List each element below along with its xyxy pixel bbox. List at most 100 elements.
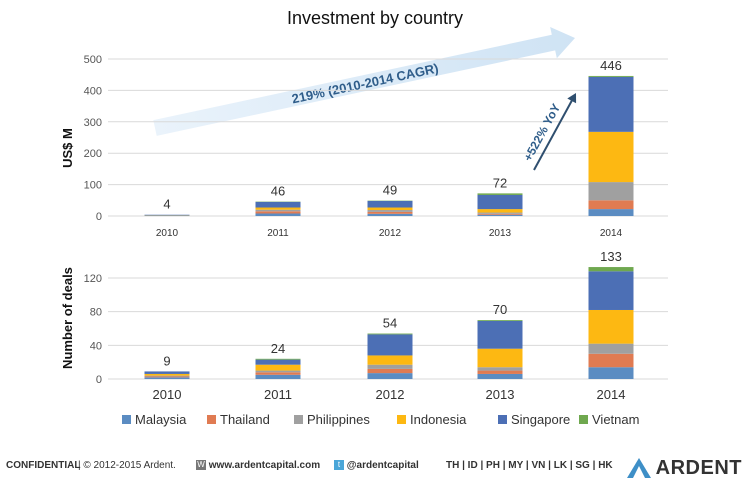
legend-label-malaysia: Malaysia <box>135 412 187 427</box>
copyright-text: | © 2012-2015 Ardent. <box>78 460 176 471</box>
bar-0-2011-singapore <box>255 201 301 208</box>
ytick-label-0-100: 100 <box>84 180 102 192</box>
total-label-0-2011: 46 <box>271 184 285 199</box>
total-label-1-2013: 70 <box>493 302 507 317</box>
bar-0-2011-thailand <box>255 211 301 214</box>
bar-1-2011-thailand <box>255 372 301 375</box>
bar-1-2013-singapore <box>477 320 523 349</box>
bar-0-2013-thailand <box>477 213 523 215</box>
bar-1-2013-vietnam <box>477 320 523 321</box>
bar-1-2012-singapore <box>367 334 413 356</box>
xtick-label-0-2013: 2013 <box>489 228 512 239</box>
bar-1-2010-philippines <box>144 375 190 377</box>
total-label-1-2011: 24 <box>271 341 285 356</box>
website-link[interactable]: www.ardentcapital.com <box>208 460 321 471</box>
legend-swatch-singapore <box>498 415 507 424</box>
cagr-arrow-shape <box>153 26 576 136</box>
xtick-label-0-2014: 2014 <box>600 228 623 239</box>
bar-0-2012-philippines <box>367 210 413 212</box>
total-label-0-2012: 49 <box>383 183 397 198</box>
ytick-label-1-80: 80 <box>90 307 102 319</box>
bar-0-2012-malaysia <box>367 213 413 216</box>
total-label-0-2013: 72 <box>493 175 507 190</box>
bar-0-2014-thailand <box>588 200 634 210</box>
ytick-label-0-0: 0 <box>96 211 102 223</box>
bar-0-2012-singapore <box>367 200 413 208</box>
legend-label-indonesia: Indonesia <box>410 412 467 427</box>
yoy-arrow-head <box>567 93 577 104</box>
bar-1-2013-thailand <box>477 370 523 374</box>
yoy-arrow: +522% YoY <box>521 93 577 171</box>
legend-swatch-thailand <box>207 415 216 424</box>
bar-0-2013-philippines <box>477 212 523 214</box>
bar-0-2014-malaysia <box>588 209 634 216</box>
bar-1-2014-singapore <box>588 271 634 310</box>
bar-1-2013-philippines <box>477 367 523 371</box>
xtick-label-1-2014: 2014 <box>597 387 626 402</box>
brand-logo: ARDENT <box>626 454 742 482</box>
bar-0-2012-thailand <box>367 211 413 214</box>
bar-1-2012-philippines <box>367 364 413 369</box>
total-label-0-2010: 4 <box>163 197 170 212</box>
bar-0-2012-indonesia <box>367 207 413 211</box>
bar-1-2014-indonesia <box>588 309 634 344</box>
bar-1-2010-thailand <box>144 376 190 378</box>
xtick-label-0-2011: 2011 <box>267 228 289 239</box>
xtick-label-1-2013: 2013 <box>486 387 515 402</box>
bar-0-2013-malaysia <box>477 214 523 216</box>
ytick-label-0-300: 300 <box>84 117 102 129</box>
brand-name: ARDENT <box>655 456 742 479</box>
bar-1-2012-malaysia <box>367 373 413 379</box>
total-label-0-2014: 446 <box>600 58 622 73</box>
bar-1-2013-malaysia <box>477 373 523 379</box>
bar-1-2014-malaysia <box>588 367 634 379</box>
ytick-label-0-500: 500 <box>84 54 102 66</box>
ytick-label-1-40: 40 <box>90 340 102 352</box>
cagr-annotation: 219% (2010-2014 CAGR) <box>290 60 439 106</box>
ylabel-1: Number of deals <box>60 267 75 369</box>
legend-label-singapore: Singapore <box>511 412 570 427</box>
footer: CONFIDENTIAL | © 2012-2015 Ardent. W www… <box>0 452 750 487</box>
yoy-arrow-line <box>533 98 574 171</box>
bar-0-2013-indonesia <box>477 209 523 213</box>
legend-swatch-indonesia <box>397 415 406 424</box>
twitter-handle[interactable]: @ardentcapital <box>346 460 419 471</box>
twitter-group: t @ardentcapital <box>334 460 419 471</box>
bar-0-2014-philippines <box>588 182 634 201</box>
chart-canvas: Investment by country 219% (2010-2014 CAG… <box>60 8 668 427</box>
legend-label-thailand: Thailand <box>220 412 270 427</box>
bar-1-2014-vietnam <box>588 267 634 272</box>
xtick-label-1-2012: 2012 <box>376 387 405 402</box>
bar-0-2013-singapore <box>477 194 523 210</box>
ylabel-0: US$ M <box>60 128 75 168</box>
web-icon: W <box>196 460 206 471</box>
bar-1-2012-indonesia <box>367 355 413 365</box>
country-list: TH | ID | PH | MY | VN | LK | SG | HK <box>446 460 613 471</box>
bar-1-2013-indonesia <box>477 348 523 368</box>
bar-1-2010-malaysia <box>144 377 190 379</box>
xtick-label-1-2010: 2010 <box>153 387 182 402</box>
legend-swatch-malaysia <box>122 415 131 424</box>
bar-1-2014-philippines <box>588 343 634 354</box>
website-group: W www.ardentcapital.com <box>196 460 320 471</box>
bar-1-2012-vietnam <box>367 333 413 335</box>
ytick-label-1-120: 120 <box>84 273 102 285</box>
legend-label-philippines: Philippines <box>307 412 370 427</box>
bar-0-2010-singapore <box>144 214 190 216</box>
legend-swatch-philippines <box>294 415 303 424</box>
ytick-label-1-0: 0 <box>96 374 102 386</box>
chart-title: Investment by country <box>287 8 463 28</box>
cagr-arrow: 219% (2010-2014 CAGR) <box>153 26 576 136</box>
bar-0-2011-indonesia <box>255 207 301 210</box>
bar-0-2013-vietnam <box>477 193 523 195</box>
ytick-label-0-200: 200 <box>84 148 102 160</box>
bar-0-2014-vietnam <box>588 75 634 77</box>
xtick-label-0-2012: 2012 <box>379 228 402 239</box>
bar-0-2011-malaysia <box>255 213 301 216</box>
bar-0-2014-singapore <box>588 76 634 132</box>
confidential-label: CONFIDENTIAL <box>6 460 81 471</box>
bar-1-2010-indonesia <box>144 373 190 376</box>
ytick-label-0-400: 400 <box>84 85 102 97</box>
total-label-1-2012: 54 <box>383 316 397 331</box>
